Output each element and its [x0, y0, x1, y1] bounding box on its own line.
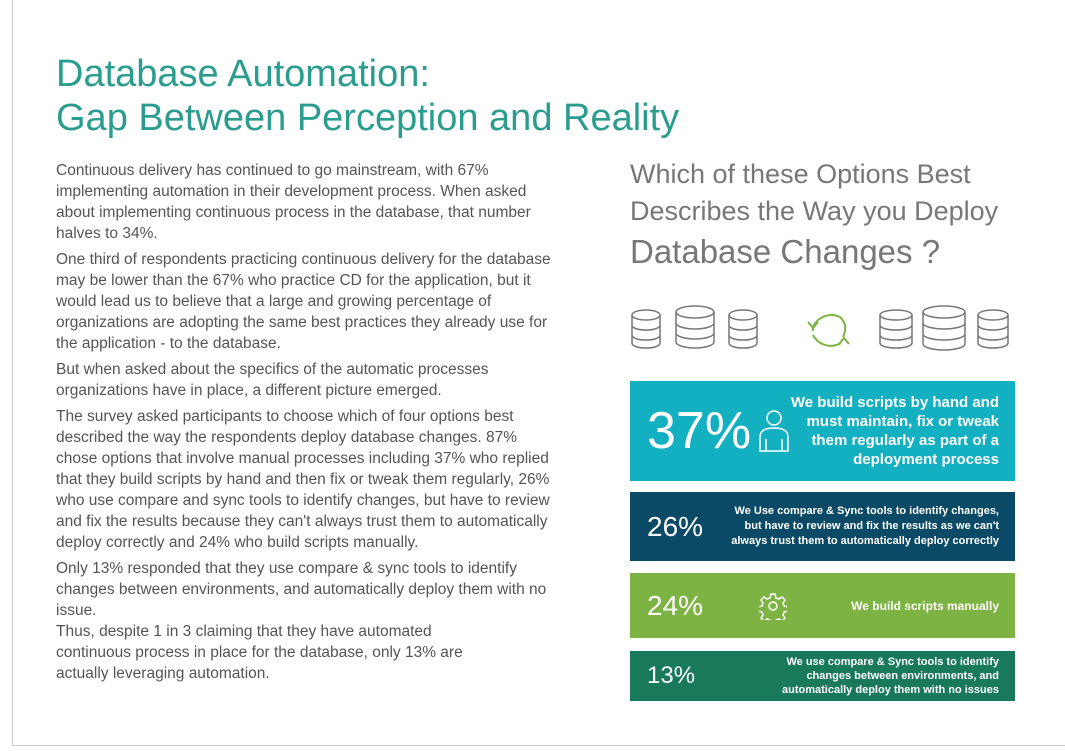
result-description: We use compare & Sync tools to identify …	[782, 656, 999, 696]
paragraph: Continuous delivery has continued to go …	[56, 162, 531, 242]
database-icon	[631, 309, 661, 349]
question-heading: Which of these Options Best Describes th…	[630, 156, 998, 274]
page-edge	[12, 0, 13, 745]
title-line-1: Database Automation:	[56, 53, 430, 95]
question-line-3: Database Changes ?	[630, 233, 941, 270]
result-card-26: 26% We Use compare & Sync tools to ident…	[630, 492, 1015, 561]
paragraph: The survey asked participants to choose …	[56, 408, 550, 551]
result-percent: 37%	[647, 402, 752, 460]
database-icon	[728, 309, 758, 349]
database-icon	[977, 309, 1009, 349]
paragraph: But when asked about the specifics of th…	[56, 361, 489, 399]
page-edge-bottom	[12, 745, 1065, 746]
question-line-2: Describes the Way you Deploy	[630, 196, 999, 226]
result-description: We Use compare & Sync tools to identify …	[731, 505, 999, 547]
gear-icon	[759, 593, 787, 620]
result-percent: 24%	[647, 589, 704, 621]
paragraph: One third of respondents practicing cont…	[56, 251, 551, 352]
database-icon	[675, 305, 715, 349]
database-icon	[922, 305, 966, 351]
question-line-1: Which of these Options Best	[630, 159, 971, 189]
result-percent: 13%	[647, 662, 696, 689]
body-text: Continuous delivery has continued to go …	[56, 160, 556, 689]
result-description: We build scripts by hand and must mainta…	[790, 394, 999, 468]
title-line-2: Gap Between Perception and Reality	[56, 97, 680, 139]
result-card-24: 24% We build scripts manually	[630, 573, 1015, 638]
paragraph: Thus, despite 1 in 3 claiming that they …	[56, 623, 463, 682]
result-percent: 26%	[647, 510, 704, 542]
paragraph: Only 13% responded that they use compare…	[56, 560, 547, 619]
page-title: Database Automation: Gap Between Percepti…	[56, 52, 679, 140]
result-description: We build scripts manually	[851, 598, 999, 613]
result-card-37: 37% We build scripts by hand and must ma…	[630, 381, 1015, 481]
result-card-13: 13% We use compare & Sync tools to ident…	[630, 651, 1015, 701]
database-icon	[879, 309, 913, 349]
sync-icon	[807, 314, 850, 347]
person-icon	[759, 410, 789, 452]
database-sync-illustration	[631, 305, 1009, 351]
